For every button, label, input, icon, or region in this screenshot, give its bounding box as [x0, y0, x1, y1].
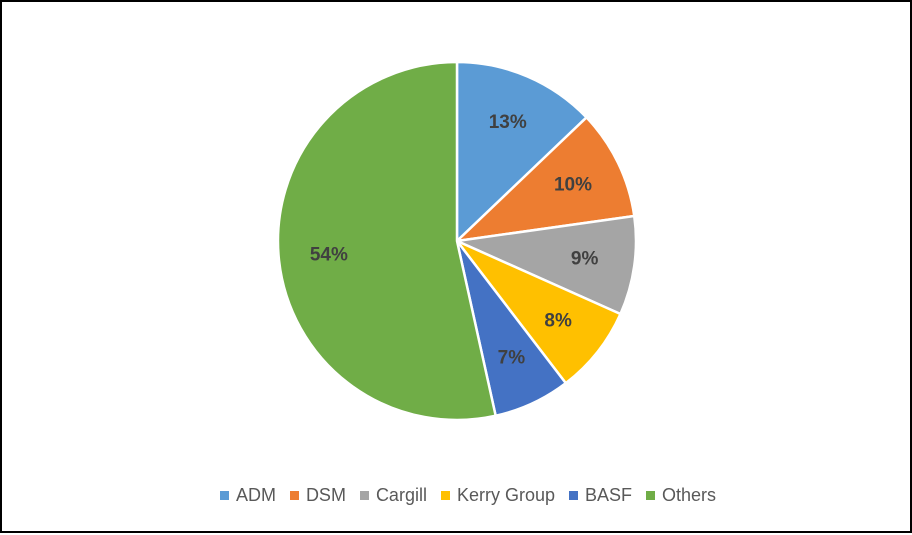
pie-label-others: 54% [310, 245, 348, 266]
legend-swatch-dsm [289, 491, 299, 500]
legend-label-basf: BASF [585, 485, 633, 505]
pie-label-dsm: 10% [554, 174, 592, 195]
legend-item-others: Others [646, 485, 716, 506]
pie-label-adm: 13% [489, 112, 527, 133]
legend-swatch-cargill [359, 491, 369, 500]
pie-label-cargill: 9% [571, 248, 599, 269]
legend-swatch-others [646, 491, 656, 500]
legend-item-cargill: Cargill [359, 485, 427, 506]
legend-item-basf: BASF [569, 485, 632, 506]
pie-slice-cargill [455, 214, 638, 316]
legend-item-kerry-group: Kerry Group [440, 485, 555, 506]
legend-label-adm: ADM [235, 485, 276, 505]
pie-label-kerry-group: 8% [544, 310, 572, 331]
legend-label-dsm: DSM [305, 485, 346, 505]
pie-label-basf: 7% [498, 347, 526, 368]
legend-swatch-basf [569, 491, 578, 500]
legend-swatch-kerry-group [440, 491, 450, 500]
legend-item-dsm: DSM [289, 485, 346, 506]
legend-label-kerry-group: Kerry Group [456, 485, 555, 505]
legend-item-adm: ADM [219, 485, 276, 506]
legend-swatch-adm [219, 491, 229, 500]
pie-slice-others [276, 60, 497, 422]
legend: ADM DSM Cargill Kerry Group BASF Others [12, 485, 912, 506]
legend-label-cargill: Cargill [375, 485, 427, 505]
pie-slice-adm [455, 60, 588, 243]
pie-slice-dsm [455, 116, 636, 243]
legend-label-others: Others [662, 485, 717, 505]
